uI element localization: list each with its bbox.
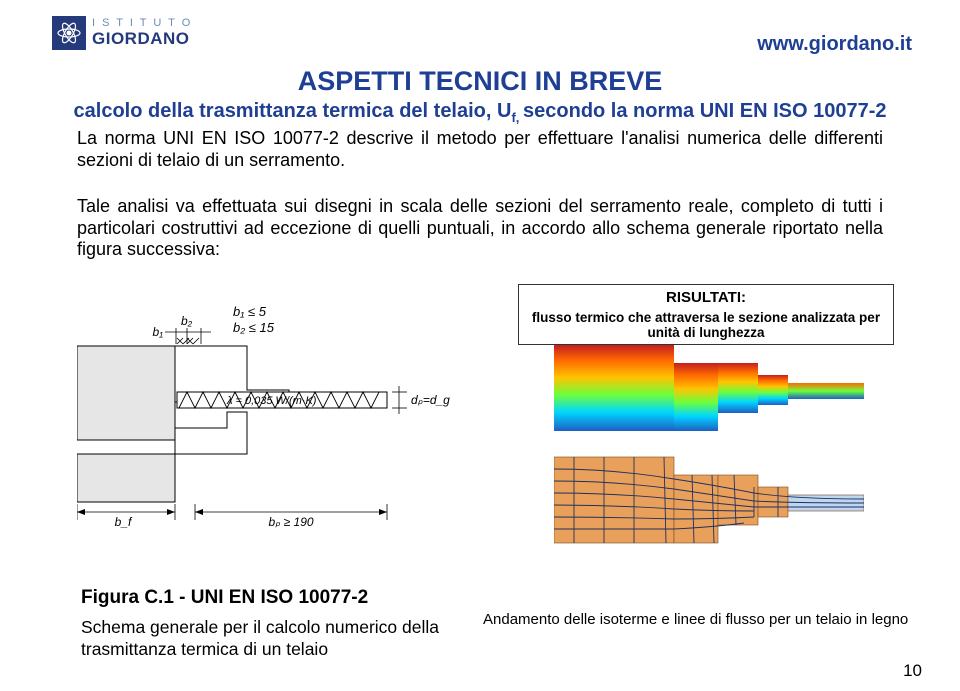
subtitle-sub: f, [511, 110, 523, 125]
subtitle-pre: calcolo della trasmittanza termica del t… [74, 100, 512, 122]
schematic-diagram: b₁ b₂ b₁ ≤ 5 b₂ ≤ 15 λ = 0,035 W/(m·K) d… [77, 298, 472, 528]
dp-dg-label: dₚ=d_g [411, 393, 450, 407]
thermal-diagram [554, 345, 864, 560]
figure-description: Schema generale per il calcolo numerico … [81, 617, 461, 661]
b2-cond: b₂ ≤ 15 [233, 320, 275, 335]
b1-label: b₁ [153, 325, 164, 339]
results-box: RISULTATI: flusso termico che attraversa… [518, 284, 894, 345]
b2-label: b₂ [181, 314, 193, 328]
page-number: 10 [903, 661, 922, 681]
lambda-label: λ = 0,035 W/(m·K) [226, 395, 317, 407]
site-url: www.giordano.it [757, 33, 912, 56]
bf-label: b_f [115, 515, 133, 528]
bp-label: bₚ ≥ 190 [268, 515, 313, 528]
right-diagram-description: Andamento delle isoterme e linee di flus… [483, 611, 913, 628]
results-title: RISULTATI: [527, 289, 885, 306]
logo-bottom: GIORDANO [92, 30, 192, 48]
subtitle-post: secondo la norma UNI EN ISO 10077-2 [523, 100, 886, 122]
logo: I S T I T U T O GIORDANO [52, 16, 192, 50]
results-text: flusso termico che attraversa le sezione… [527, 310, 885, 340]
b1-cond: b₁ ≤ 5 [233, 304, 267, 319]
logo-text: I S T I T U T O GIORDANO [92, 18, 192, 47]
page-subtitle: calcolo della trasmittanza termica del t… [0, 100, 960, 125]
chevron-marks-icon [177, 338, 199, 344]
figure-caption: Figura C.1 - UNI EN ISO 10077-2 [81, 587, 368, 609]
body-paragraph-2: Tale analisi va effettuata sui disegni i… [77, 196, 883, 261]
body-paragraph-1: La norma UNI EN ISO 10077-2 descrive il … [77, 128, 883, 171]
logo-icon [52, 16, 86, 50]
page-title: ASPETTI TECNICI IN BREVE [0, 66, 960, 97]
